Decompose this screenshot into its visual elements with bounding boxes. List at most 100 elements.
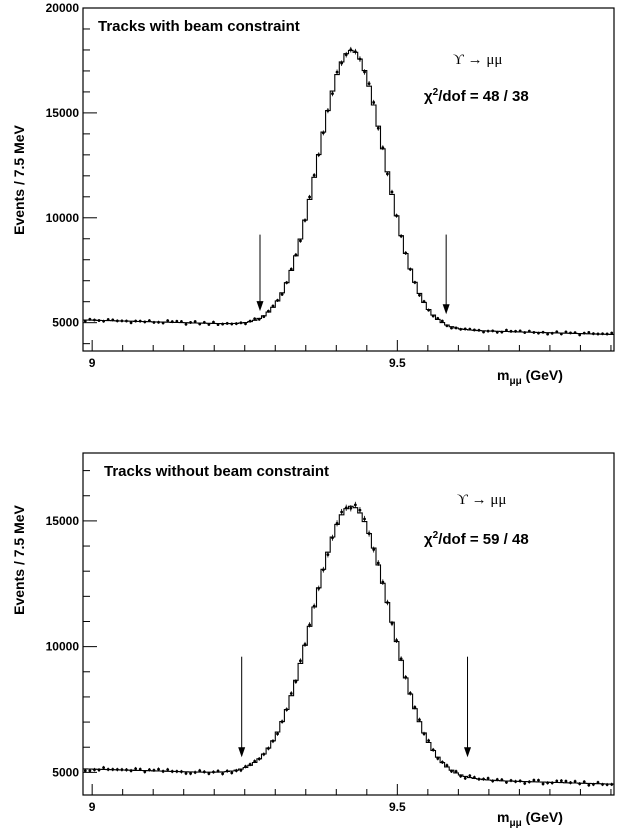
data-point — [582, 780, 586, 784]
data-point — [578, 333, 582, 337]
data-point — [280, 292, 284, 296]
data-point — [500, 778, 504, 782]
data-point — [102, 766, 105, 770]
data-point — [486, 329, 490, 333]
data-point — [189, 321, 192, 324]
data-point — [431, 748, 435, 752]
data-point — [326, 109, 330, 113]
data-point — [477, 777, 481, 781]
data-points — [83, 501, 614, 787]
data-point — [97, 319, 101, 322]
data-point — [212, 320, 215, 324]
data-point — [546, 332, 550, 336]
data-point — [216, 769, 220, 773]
data-point — [312, 173, 316, 177]
data-point — [518, 779, 522, 783]
data-point — [326, 553, 330, 556]
data-point — [459, 774, 463, 778]
data-point — [276, 732, 279, 736]
data-points — [83, 46, 614, 337]
x-ticks: 9 9.5 — [89, 340, 612, 370]
data-point — [262, 752, 266, 756]
data-point — [358, 508, 362, 512]
x-tick-label: 9 — [89, 800, 96, 814]
y-axis-label: Events / 7.5 MeV — [11, 504, 27, 614]
data-point — [349, 506, 353, 510]
data-point — [523, 781, 527, 785]
chi2-label: χ2/dof = 48 / 38 — [424, 87, 529, 105]
data-point — [573, 331, 577, 335]
data-point — [404, 251, 408, 255]
data-point — [207, 323, 211, 326]
data-point — [367, 532, 371, 535]
data-point — [395, 639, 398, 642]
data-point — [376, 561, 380, 565]
data-point — [546, 781, 550, 785]
data-point — [166, 768, 170, 772]
panel-with-beam-constraint: Tracks with beam constraint ϒ → μμ χ2/do… — [11, 1, 615, 387]
y-tick-label: 10000 — [46, 211, 80, 225]
data-point — [125, 319, 128, 323]
data-point — [381, 580, 385, 584]
data-point — [605, 332, 609, 336]
decay-label: ϒ → μμ — [453, 52, 502, 68]
data-point — [175, 770, 179, 773]
data-point — [482, 330, 485, 334]
data-point — [120, 768, 124, 772]
data-point — [234, 769, 238, 773]
data-point — [418, 293, 421, 297]
data-point — [582, 331, 586, 335]
data-point — [413, 281, 417, 284]
data-point — [216, 323, 220, 326]
data-point — [564, 330, 568, 334]
data-point — [97, 768, 101, 772]
data-point — [312, 604, 316, 608]
x-axis-label: mμμ (GeV) — [497, 809, 563, 829]
data-point — [147, 319, 151, 322]
plot-title: Tracks with beam constraint — [98, 18, 300, 35]
data-point — [271, 739, 275, 743]
data-point — [422, 732, 426, 736]
data-point — [143, 320, 147, 324]
data-point — [299, 659, 302, 663]
fit-curve — [83, 49, 614, 335]
data-point — [367, 82, 371, 86]
x-axis-label-unit: (GeV) — [522, 809, 563, 825]
data-point — [386, 172, 389, 176]
data-point — [289, 267, 293, 271]
data-point — [395, 214, 398, 218]
data-point — [569, 781, 572, 785]
data-point — [523, 331, 527, 334]
data-point — [253, 759, 257, 763]
data-point — [212, 770, 215, 774]
cut-arrow-head — [256, 301, 264, 312]
data-point — [276, 298, 279, 302]
data-point — [248, 319, 252, 323]
data-point — [413, 705, 417, 709]
data-point — [88, 769, 92, 773]
data-point — [363, 517, 366, 521]
data-point — [610, 331, 614, 335]
data-point — [358, 57, 362, 61]
data-point — [189, 772, 192, 775]
y-tick-label: 5000 — [52, 316, 79, 330]
data-point — [399, 657, 403, 661]
data-point — [440, 760, 444, 764]
data-point — [386, 601, 389, 604]
data-point — [344, 53, 348, 57]
data-point — [152, 320, 156, 324]
data-point — [418, 718, 421, 722]
data-point — [427, 739, 431, 743]
data-point — [404, 675, 408, 679]
plot-frame — [82, 7, 615, 352]
data-point — [381, 146, 385, 150]
data-point — [390, 190, 394, 194]
data-point — [436, 316, 440, 320]
data-point — [157, 767, 160, 771]
data-point — [111, 318, 115, 322]
data-point — [422, 300, 426, 303]
data-point — [93, 318, 96, 322]
cut-arrow-head — [464, 747, 472, 758]
data-point — [317, 587, 321, 590]
